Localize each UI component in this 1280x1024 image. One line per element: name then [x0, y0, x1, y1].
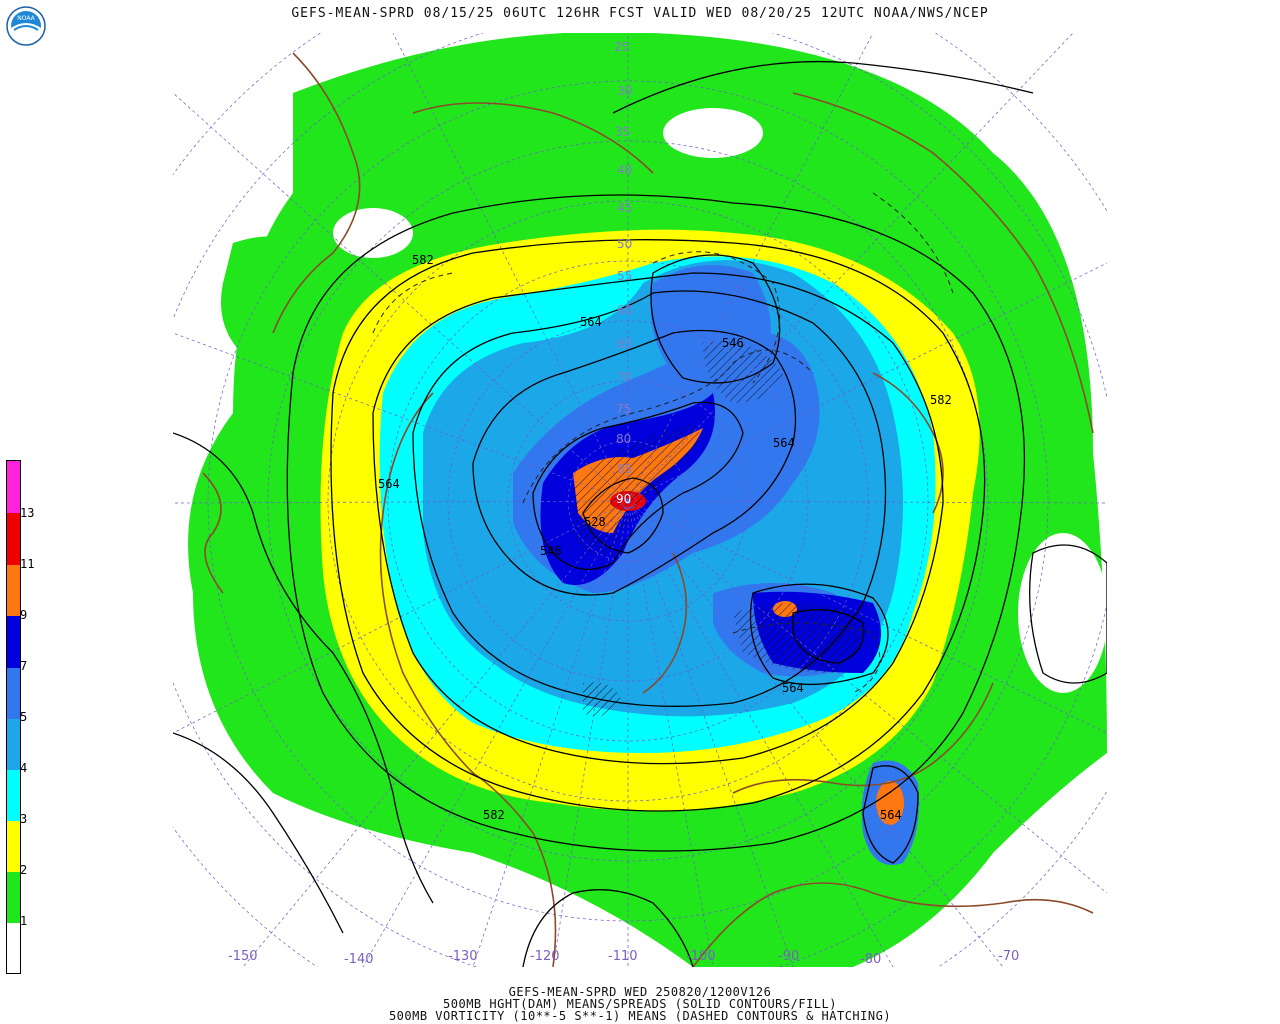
lat-label: 50: [617, 237, 633, 251]
contour-label: 564: [773, 436, 795, 450]
colorbar-segment: [7, 821, 20, 872]
lat-label: 65: [617, 337, 633, 351]
lat-label: 30: [617, 84, 633, 98]
colorbar-label: 2: [20, 863, 28, 877]
lat-label: 85: [617, 462, 633, 476]
contour-label: 582: [412, 253, 434, 267]
spread-fill-green-west: [221, 236, 313, 363]
lon-label: -120: [530, 949, 560, 964]
contour-label: 564: [378, 477, 400, 491]
colorbar-segment: [7, 923, 20, 973]
lon-label: -90: [778, 949, 800, 964]
colorbar-label: 9: [20, 608, 28, 622]
footer-line-1: GEFS-MEAN-SPRD WED 250820/1200V126: [508, 985, 772, 999]
svg-text:NOAA: NOAA: [17, 15, 35, 22]
colorbar-segment: [7, 513, 20, 565]
coastlines: [202, 52, 1094, 967]
lat-label: 35: [615, 125, 631, 139]
chart-title: GEFS-MEAN-SPRD 08/15/25 06UTC 126HR FCST…: [291, 6, 989, 21]
colorbar-segment: [7, 719, 20, 770]
height-contours: [173, 60, 1107, 967]
colorbar-segment: [7, 565, 20, 616]
footer-line-3: 500MB VORTICITY (10**-5 S**-1) MEANS (DA…: [388, 1009, 892, 1023]
lat-label: 80: [616, 432, 632, 446]
lat-label: 90: [616, 492, 632, 506]
contour-label: 564: [880, 808, 902, 822]
footer-line-2: 500MB HGHT(DAM) MEANS/SPREADS (SOLID CON…: [443, 997, 837, 1011]
lon-label: -80: [860, 952, 882, 967]
spread-colorbar: [6, 460, 21, 974]
contour-label: 546: [540, 544, 562, 558]
contour-label: 546: [722, 336, 744, 350]
lat-label: 45: [617, 201, 633, 215]
contour-label: 582: [930, 393, 952, 407]
colorbar-segment: [7, 668, 20, 719]
forecast-map: [173, 33, 1107, 967]
lon-label: -100: [686, 949, 716, 964]
colorbar-label: 3: [20, 812, 28, 826]
lon-label: -130: [448, 949, 478, 964]
colorbar-label: 11: [20, 557, 35, 571]
colorbar-label: 7: [20, 659, 28, 673]
lat-label: 70: [616, 370, 632, 384]
lat-label: 75: [616, 402, 632, 416]
contour-label: 582: [483, 808, 505, 822]
contour-label: 564: [782, 681, 804, 695]
colorbar-segment: [7, 770, 20, 821]
noaa-logo: NOAA: [6, 6, 46, 46]
contour-label: 528: [584, 515, 606, 529]
lat-label: 25: [614, 40, 630, 54]
colorbar-segment: [7, 872, 20, 923]
lat-label: 55: [617, 269, 633, 283]
colorbar-label: 4: [20, 761, 28, 775]
colorbar-label: 1: [20, 914, 28, 928]
contour-label: 564: [580, 315, 602, 329]
colorbar-label: 13: [20, 506, 35, 520]
colorbar-segment: [7, 616, 20, 668]
lon-label: -150: [228, 949, 258, 964]
colorbar-segment: [7, 461, 20, 513]
lon-label: -140: [344, 952, 374, 967]
colorbar-label: 5: [20, 710, 28, 724]
lat-lon-grid: [173, 33, 1107, 967]
lon-label: -110: [608, 949, 638, 964]
lat-label: 60: [617, 303, 633, 317]
lat-label: 40: [617, 163, 633, 177]
lon-label: -70: [998, 949, 1020, 964]
vorticity-contours: [372, 192, 954, 694]
